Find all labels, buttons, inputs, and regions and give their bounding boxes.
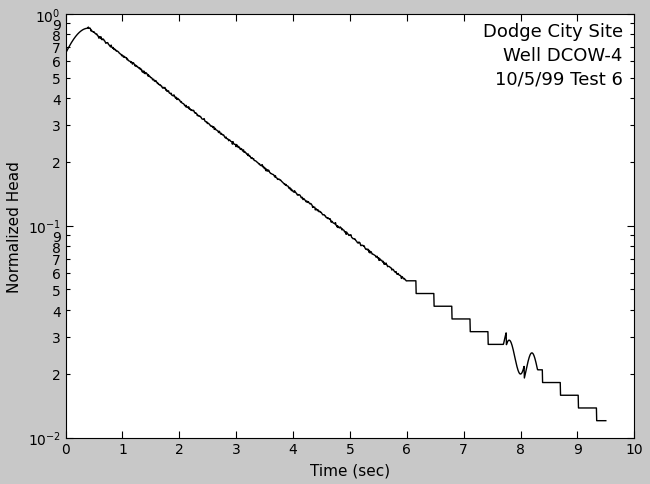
Text: Dodge City Site
Well DCOW-4
10/5/99 Test 6: Dodge City Site Well DCOW-4 10/5/99 Test… xyxy=(483,23,623,88)
X-axis label: Time (sec): Time (sec) xyxy=(310,462,390,477)
Y-axis label: Normalized Head: Normalized Head xyxy=(7,160,22,292)
